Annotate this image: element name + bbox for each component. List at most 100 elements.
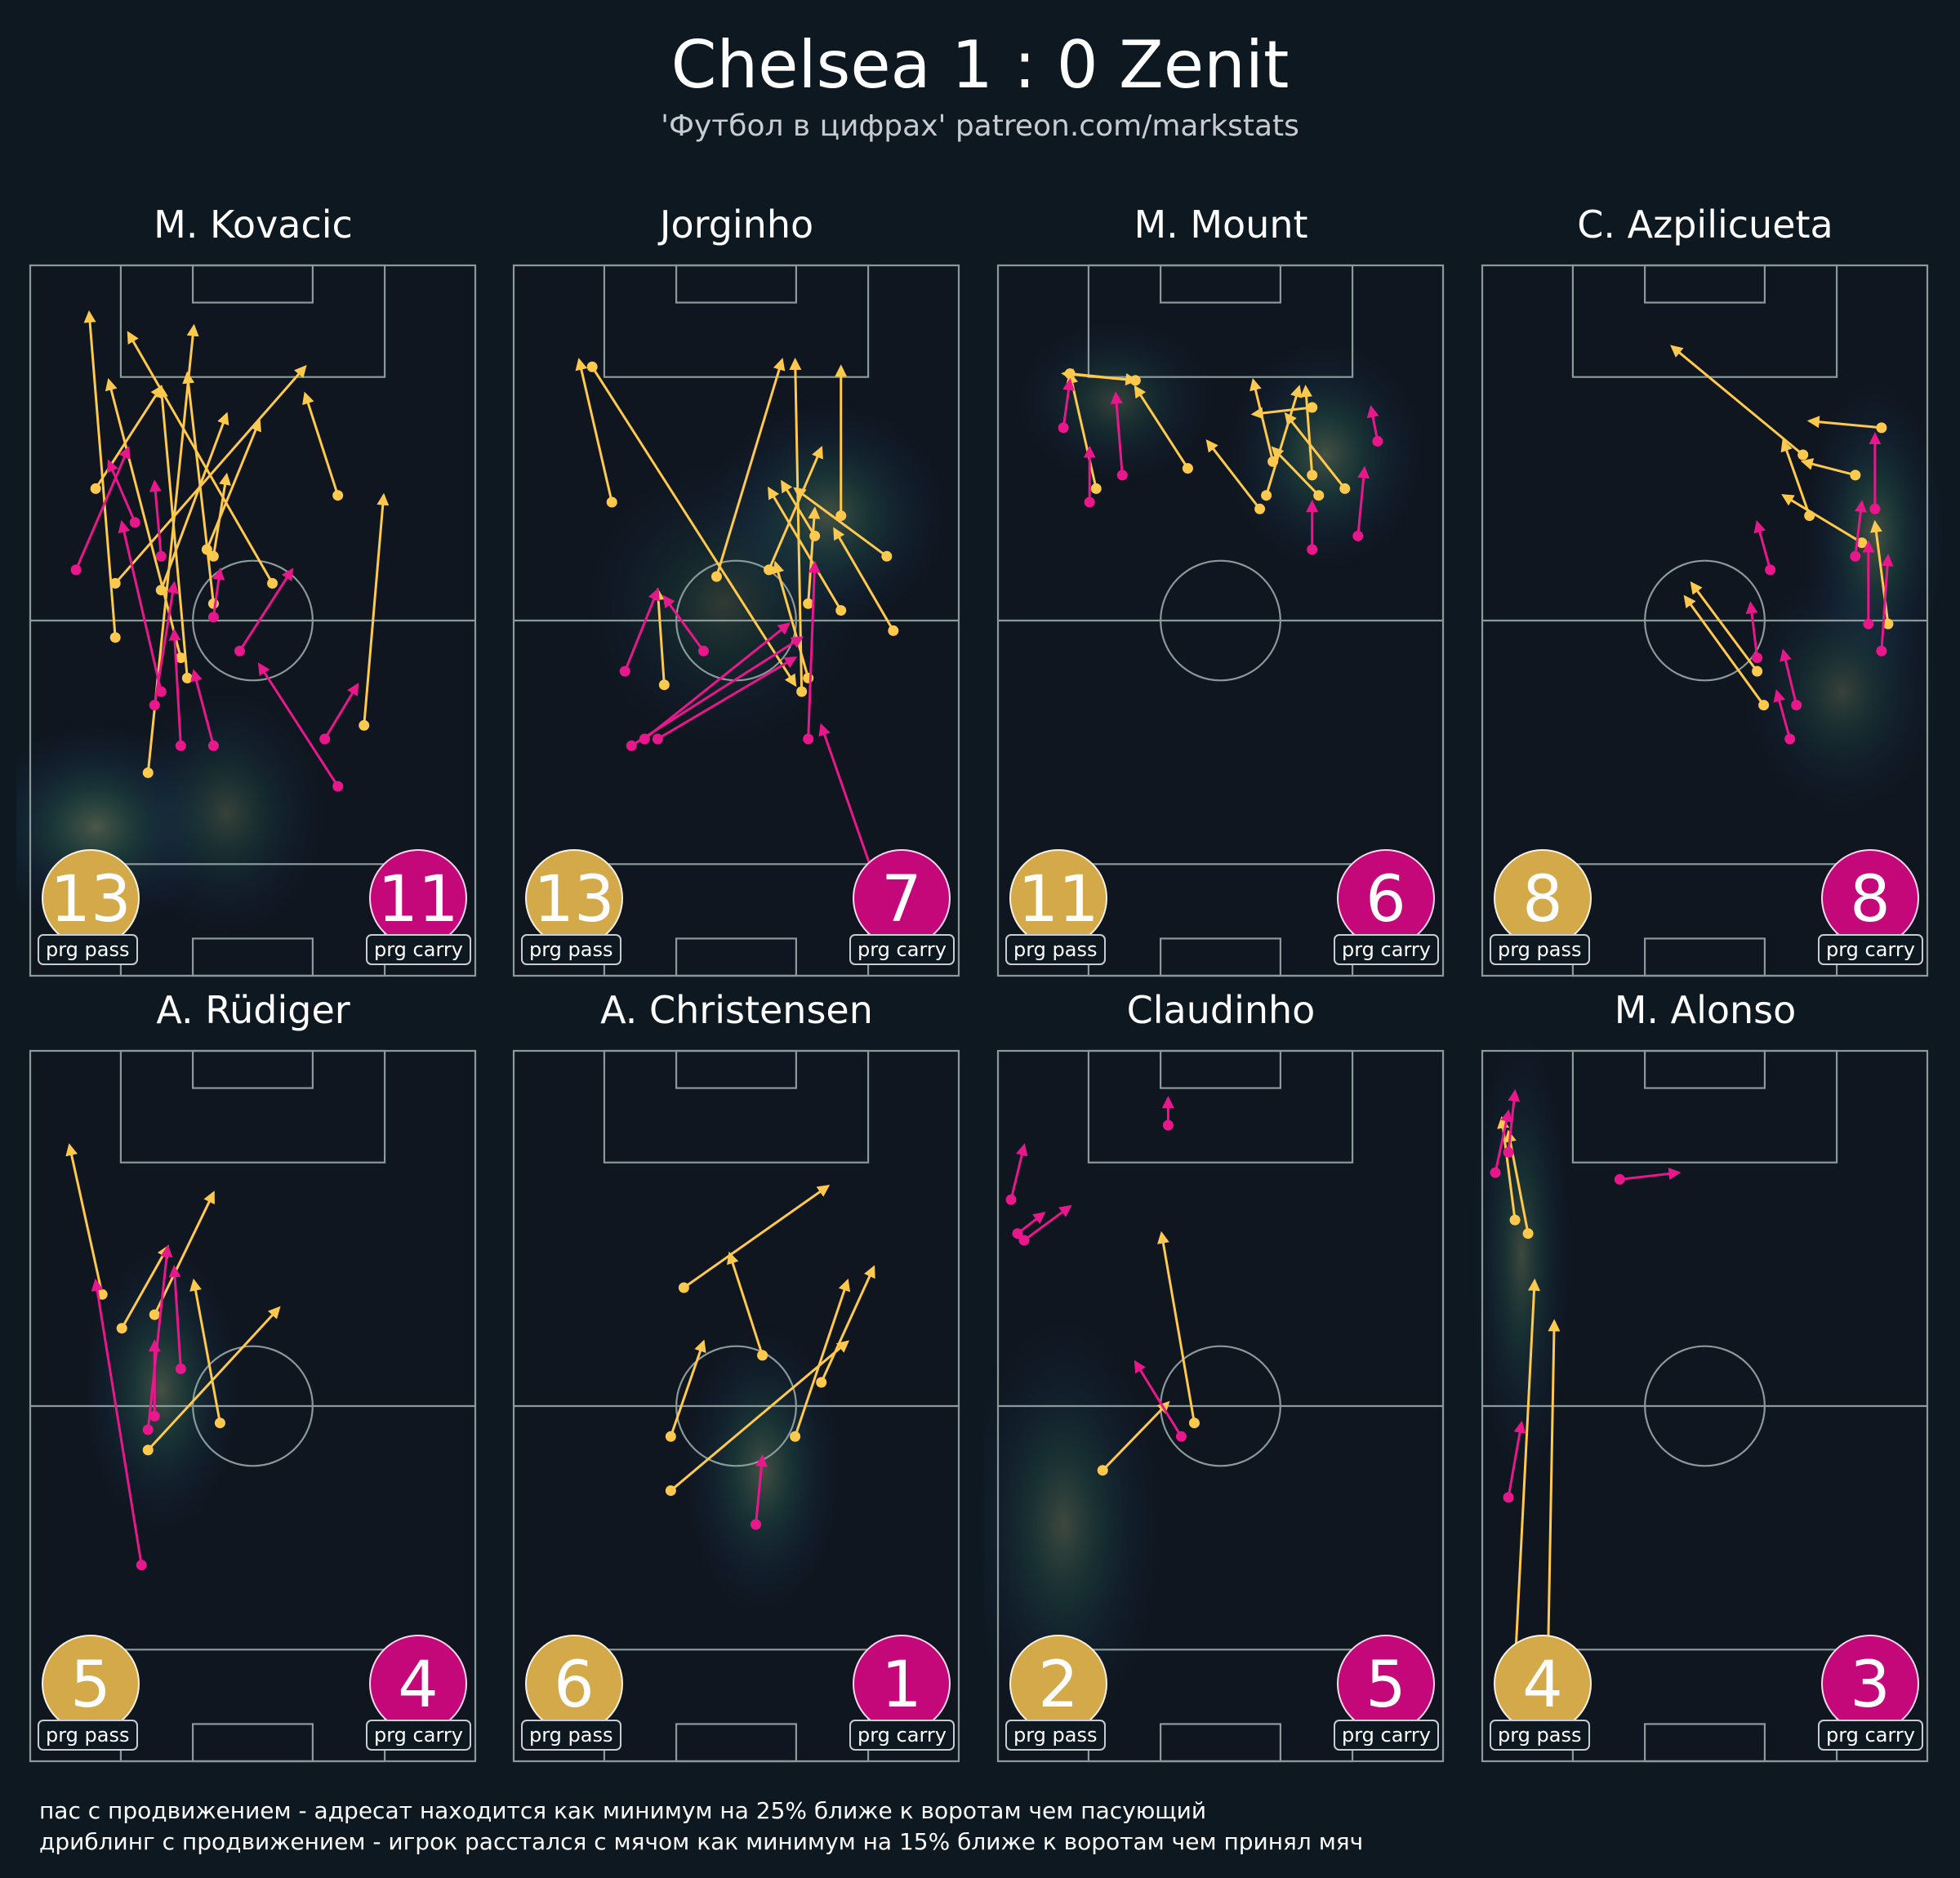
progressive-pass bbox=[302, 391, 344, 501]
pass-start-point bbox=[1064, 368, 1076, 380]
pass-arrow bbox=[1800, 458, 1856, 477]
carry-arrow bbox=[1366, 405, 1379, 442]
progressive-carry bbox=[1869, 432, 1882, 514]
pass-arrow bbox=[1250, 377, 1275, 462]
carry-arrow bbox=[238, 567, 294, 652]
pass-start-point bbox=[835, 510, 847, 522]
pass-start-point bbox=[881, 550, 893, 562]
prg-carry-label: prg carry bbox=[849, 1720, 955, 1751]
pass-arrow bbox=[1265, 385, 1303, 496]
pass-arrow bbox=[772, 560, 810, 679]
progressive-carry bbox=[1862, 540, 1875, 630]
carry-start-point bbox=[234, 645, 245, 656]
prg-pass-count-badge: 8 bbox=[1494, 849, 1592, 947]
progressive-pass bbox=[142, 1306, 281, 1456]
prg-pass-label: prg pass bbox=[1005, 1720, 1106, 1751]
pitch-lines bbox=[512, 1049, 960, 1763]
carry-arrow bbox=[153, 581, 179, 705]
pass-start-point bbox=[1307, 402, 1318, 413]
carry-arrow bbox=[1619, 1168, 1682, 1181]
pass-arrow bbox=[189, 1278, 221, 1423]
prg-carry-label: prg carry bbox=[366, 1720, 471, 1751]
carry-arrow bbox=[1009, 1143, 1028, 1200]
player-name: C. Azpilicueta bbox=[1577, 202, 1833, 247]
progressive-pass bbox=[665, 1339, 706, 1442]
carry-start-point bbox=[207, 612, 219, 623]
carry-arrow bbox=[1023, 1204, 1072, 1242]
progressive-pass bbox=[207, 472, 231, 562]
progressive-carry bbox=[751, 1454, 768, 1530]
prg-carry-count-badge: 5 bbox=[1337, 1635, 1435, 1733]
carry-arrow bbox=[257, 662, 339, 787]
carry-arrow bbox=[323, 683, 359, 740]
prg-pass-count-badge: 13 bbox=[42, 849, 140, 947]
prg-pass-count-badge: 6 bbox=[525, 1635, 623, 1733]
progressive-carry bbox=[1753, 519, 1776, 576]
pass-start-point bbox=[710, 571, 722, 582]
pass-start-point bbox=[1188, 1417, 1200, 1429]
pass-start-point bbox=[665, 1485, 676, 1497]
carry-start-point bbox=[1372, 435, 1383, 447]
pass-start-point bbox=[757, 1350, 768, 1361]
progressive-pass bbox=[1284, 412, 1351, 494]
carry-arrow bbox=[1134, 1360, 1183, 1438]
player-panel-jorginho: Jorginho 13 prg pass 7 prg carry bbox=[500, 196, 973, 977]
pass-arrow bbox=[1134, 385, 1189, 470]
pass-arrow bbox=[302, 391, 340, 496]
progressive-carry bbox=[168, 1265, 186, 1374]
progressive-pass bbox=[575, 358, 617, 508]
pass-arrow bbox=[1205, 439, 1261, 510]
carry-start-point bbox=[1503, 1492, 1514, 1503]
heat-density bbox=[77, 1237, 245, 1541]
progressive-pass bbox=[109, 365, 307, 589]
progressive-pass bbox=[586, 361, 797, 688]
pass-arrow bbox=[159, 412, 229, 591]
progressive-pass bbox=[1800, 458, 1861, 481]
carry-start-point bbox=[1876, 645, 1887, 656]
carry-start-point bbox=[207, 740, 219, 751]
progressive-pass bbox=[1097, 1400, 1170, 1476]
pass-start-point bbox=[109, 632, 121, 643]
carry-start-point bbox=[1012, 1228, 1023, 1239]
progressive-carry bbox=[319, 683, 359, 745]
pass-arrow bbox=[1806, 416, 1882, 429]
progressive-carry bbox=[142, 1244, 173, 1435]
pass-arrow bbox=[94, 385, 163, 490]
progressive-carry bbox=[1780, 648, 1802, 711]
progressive-pass bbox=[790, 1278, 851, 1442]
player-panel-a-christensen: A. Christensen 6 prg pass 1 prg carry bbox=[500, 981, 973, 1763]
pass-start-point bbox=[267, 577, 278, 589]
pass-start-point bbox=[149, 1309, 160, 1320]
carry-arrow bbox=[91, 1278, 143, 1565]
carry-arrow bbox=[1745, 601, 1759, 658]
pass-start-point bbox=[1758, 700, 1770, 711]
pass-start-point bbox=[332, 490, 344, 501]
pass-arrow bbox=[147, 1306, 281, 1451]
progressive-carry bbox=[118, 519, 167, 697]
progressive-pass bbox=[764, 445, 823, 576]
heat-density bbox=[1468, 1039, 1575, 1493]
progressive-pass bbox=[1670, 345, 1809, 461]
progressive-carry bbox=[1110, 391, 1128, 481]
progressive-pass bbox=[1300, 385, 1318, 481]
pass-arrow bbox=[1869, 519, 1890, 625]
progressive-pass bbox=[652, 587, 670, 691]
progressive-carry bbox=[1018, 1204, 1072, 1246]
player-name: M. Mount bbox=[1134, 202, 1308, 247]
prg-pass-label: prg pass bbox=[1490, 1720, 1590, 1751]
pass-start-point bbox=[1752, 665, 1763, 677]
prg-carry-label: prg carry bbox=[1334, 1720, 1439, 1751]
progressive-pass bbox=[768, 486, 847, 616]
progressive-pass bbox=[155, 385, 193, 683]
carry-start-point bbox=[803, 733, 814, 745]
carry-start-point bbox=[149, 1410, 160, 1422]
pass-start-point bbox=[142, 1444, 154, 1456]
carry-arrow bbox=[807, 560, 821, 740]
prg-carry-label: prg carry bbox=[1818, 934, 1923, 965]
pass-start-point bbox=[1090, 483, 1102, 494]
prg-carry-label: prg carry bbox=[1334, 934, 1439, 965]
carry-start-point bbox=[619, 665, 630, 677]
pitch-lines bbox=[29, 264, 477, 977]
pass-arrow bbox=[120, 1244, 169, 1329]
